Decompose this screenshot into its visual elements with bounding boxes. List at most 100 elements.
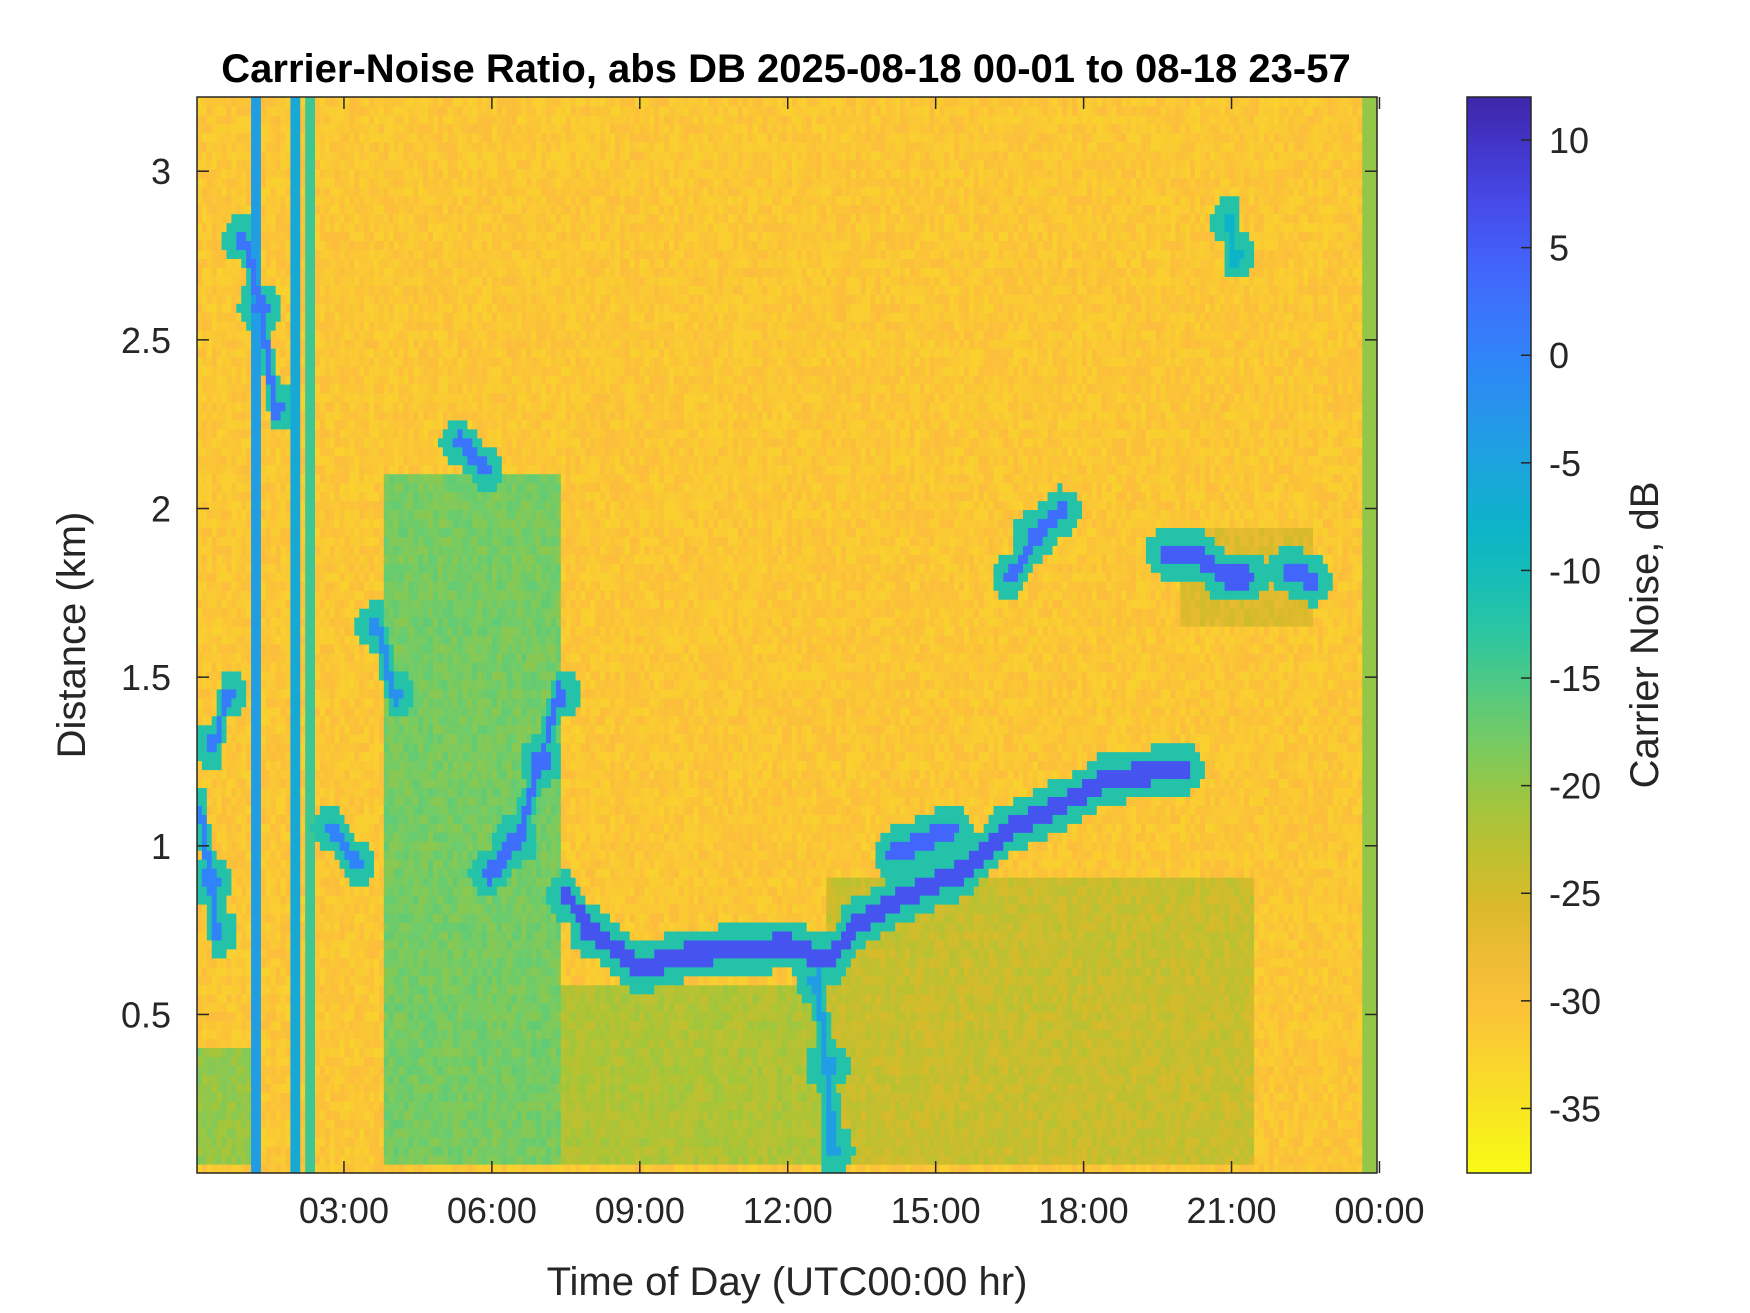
heatmap-cell: [201, 482, 208, 493]
heatmap-cell: [305, 1092, 311, 1102]
heatmap-cell: [300, 895, 306, 905]
heatmap-cell: [241, 1092, 247, 1102]
heatmap-cell: [388, 966, 395, 977]
heatmap-cell: [201, 545, 208, 555]
heatmap-cell: [388, 303, 395, 313]
heatmap-cell: [260, 733, 267, 744]
heatmap-cell: [310, 159, 316, 170]
heatmap-cell: [354, 1020, 360, 1031]
heatmap-cell: [251, 177, 257, 188]
heatmap-cell: [280, 805, 287, 815]
heatmap-cell: [374, 500, 380, 511]
heatmap-cell: [359, 410, 365, 421]
heatmap-cell: [349, 159, 355, 170]
heatmap-cell: [226, 859, 233, 869]
heatmap-cell: [241, 1011, 247, 1022]
heatmap-cell: [344, 1074, 351, 1084]
heatmap-cell: [236, 285, 242, 295]
heatmap-cell: [226, 724, 233, 735]
heatmap-cell: [324, 1092, 331, 1102]
heatmap-cell: [236, 921, 242, 932]
heatmap-cell: [221, 814, 228, 824]
heatmap-cell: [231, 536, 237, 546]
heatmap-cell: [221, 993, 228, 1004]
heatmap-cell: [280, 1101, 287, 1111]
heatmap-cell: [231, 231, 237, 242]
heatmap-cell: [236, 348, 242, 358]
heatmap-cell: [260, 1092, 267, 1102]
heatmap-cell: [201, 1074, 208, 1084]
heatmap-cell: [226, 563, 233, 573]
heatmap-cell: [310, 930, 316, 941]
heatmap-cell: [344, 724, 351, 735]
heatmap-cell: [349, 957, 355, 968]
heatmap-cell: [349, 339, 355, 349]
heatmap-cell: [285, 105, 292, 116]
heatmap-cell: [236, 670, 242, 681]
heatmap-cell: [206, 303, 213, 313]
heatmap-cell: [369, 957, 375, 968]
heatmap-cell: [319, 491, 326, 502]
heatmap-cell: [256, 1047, 262, 1058]
heatmap-cell: [378, 267, 385, 277]
heatmap-cell: [344, 1164, 351, 1174]
heatmap-cell: [221, 1164, 228, 1174]
heatmap-cell: [378, 930, 385, 941]
heatmap-cell: [374, 904, 380, 914]
heatmap-cell: [275, 778, 282, 789]
heatmap-cell: [241, 392, 247, 403]
heatmap-cell: [251, 1146, 257, 1156]
heatmap-cell: [359, 769, 365, 780]
heatmap-cell: [393, 482, 400, 493]
heatmap-cell: [359, 357, 365, 367]
heatmap-cell: [398, 608, 405, 618]
heatmap-cell: [241, 1029, 247, 1040]
heatmap-cell: [383, 688, 390, 699]
heatmap-cell: [216, 392, 223, 403]
heatmap-cell: [290, 832, 296, 842]
heatmap-cell: [300, 706, 306, 717]
heatmap-cell: [310, 581, 316, 591]
heatmap-cell: [275, 706, 282, 717]
heatmap-cell: [369, 652, 375, 663]
heatmap-cell: [197, 984, 203, 995]
heatmap-cell: [251, 509, 257, 520]
heatmap-cell: [260, 930, 267, 941]
heatmap-cell: [197, 930, 203, 941]
heatmap-cell: [374, 626, 380, 636]
heatmap-cell: [388, 1074, 395, 1084]
heatmap-cell: [295, 312, 301, 322]
heatmap-cell: [378, 957, 385, 968]
heatmap-cell: [334, 877, 341, 887]
heatmap-cell: [221, 123, 228, 134]
heatmap-cell: [334, 859, 341, 869]
heatmap-cell: [324, 204, 331, 215]
heatmap-cell: [339, 491, 346, 502]
heatmap-cell: [221, 168, 228, 179]
heatmap-cell: [265, 1002, 272, 1013]
heatmap-cell: [211, 733, 218, 744]
heatmap-cell: [236, 1119, 242, 1129]
heatmap-cell: [319, 832, 326, 842]
heatmap-cell: [231, 769, 237, 780]
heatmap-cell: [270, 195, 277, 206]
heatmap-cell: [236, 357, 242, 367]
heatmap-cell: [295, 769, 301, 780]
heatmap-cell: [216, 213, 223, 224]
heatmap-cell: [383, 930, 390, 941]
heatmap-cell: [329, 877, 336, 887]
heatmap-cell: [378, 877, 385, 887]
heatmap-cell: [197, 1137, 203, 1147]
heatmap-cell: [241, 545, 247, 555]
heatmap-cell: [290, 186, 296, 197]
heatmap-cell: [226, 715, 233, 726]
heatmap-cell: [354, 509, 360, 520]
heatmap-cell: [265, 141, 272, 152]
heatmap-cell: [364, 984, 370, 995]
heatmap-cell: [354, 1146, 360, 1156]
heatmap-cell: [378, 545, 385, 555]
heatmap-cell: [329, 195, 336, 206]
heatmap-cell: [201, 1155, 208, 1165]
heatmap-cell: [378, 258, 385, 268]
heatmap-cell: [319, 796, 326, 806]
